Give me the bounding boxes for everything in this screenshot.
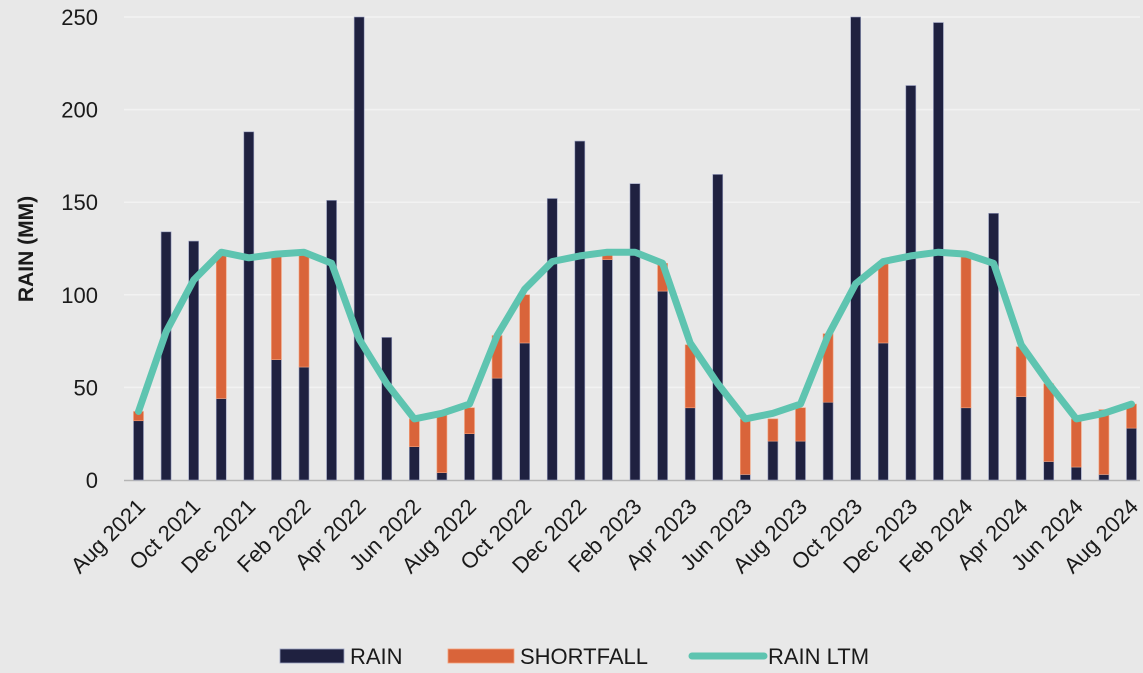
shortfall-bar xyxy=(464,407,475,435)
legend-swatch-shortfall xyxy=(447,648,515,664)
rain-bar xyxy=(409,446,420,481)
y-tick-label: 100 xyxy=(61,283,98,308)
rain-bar xyxy=(684,407,696,481)
rain-bar xyxy=(657,290,668,481)
rain-bar xyxy=(271,359,282,481)
shortfall-bar xyxy=(409,418,420,447)
rain-bar xyxy=(712,174,724,481)
shortfall-bar xyxy=(1071,418,1082,468)
legend-label-rain-ltm: RAIN LTM xyxy=(768,644,869,669)
rain-bar xyxy=(1126,427,1137,481)
rain-ltm-line xyxy=(135,248,1135,423)
rain-bar xyxy=(243,131,255,481)
legend-label-rain: RAIN xyxy=(350,644,403,669)
rain-bar xyxy=(767,440,779,481)
rain-bar xyxy=(602,259,613,481)
shortfall-bar xyxy=(436,414,448,473)
rain-bar xyxy=(381,337,393,481)
rain-bar xyxy=(215,398,227,481)
rain-bar xyxy=(960,407,972,481)
rain-bar xyxy=(1071,466,1082,481)
shortfall-bar xyxy=(960,253,972,409)
rain-bar xyxy=(1043,461,1055,481)
rain-bar xyxy=(464,433,475,481)
shortfall-bar xyxy=(795,407,806,442)
rain-bar xyxy=(877,342,889,481)
rain-bar xyxy=(519,342,530,481)
rain-bar xyxy=(988,213,999,481)
rain-bar xyxy=(491,377,503,481)
shortfall-bar xyxy=(298,251,310,368)
y-tick-label: 250 xyxy=(61,5,98,30)
rain-bar xyxy=(740,474,751,481)
rain-bar xyxy=(574,140,586,481)
shortfall-bar xyxy=(740,418,751,475)
shortfall-bar xyxy=(1098,409,1110,475)
shortfall-bar xyxy=(519,294,530,344)
rain-bar xyxy=(546,198,558,481)
y-tick-label: 200 xyxy=(61,98,98,123)
legend-label-shortfall: SHORTFALL xyxy=(520,644,648,669)
rain-bar xyxy=(160,231,172,481)
y-tick-label: 50 xyxy=(74,375,98,400)
shortfall-bar xyxy=(1043,383,1055,462)
rain-bar xyxy=(1098,474,1110,481)
rain-bar xyxy=(795,440,806,481)
y-tick-label: 150 xyxy=(61,190,98,215)
rain-bar xyxy=(822,401,834,481)
y-axis-label: RAIN (MM) xyxy=(15,196,38,302)
rain-bar xyxy=(188,240,199,481)
rain-bar xyxy=(133,420,144,481)
rain-bar xyxy=(1015,396,1027,481)
shortfall-bar xyxy=(215,251,227,399)
rain-bar xyxy=(326,200,337,481)
shortfall-bar xyxy=(271,255,282,360)
legend-swatch-rain xyxy=(279,648,345,664)
rain-bar xyxy=(298,366,310,481)
rain-bar xyxy=(850,16,861,481)
rain-bar xyxy=(905,85,917,481)
shortfall-bar xyxy=(877,261,889,344)
shortfall-bar xyxy=(767,418,779,442)
rain-bar xyxy=(436,472,448,481)
y-tick-label: 0 xyxy=(86,468,98,493)
rain-bar xyxy=(629,183,641,481)
rain-bar xyxy=(353,16,365,481)
